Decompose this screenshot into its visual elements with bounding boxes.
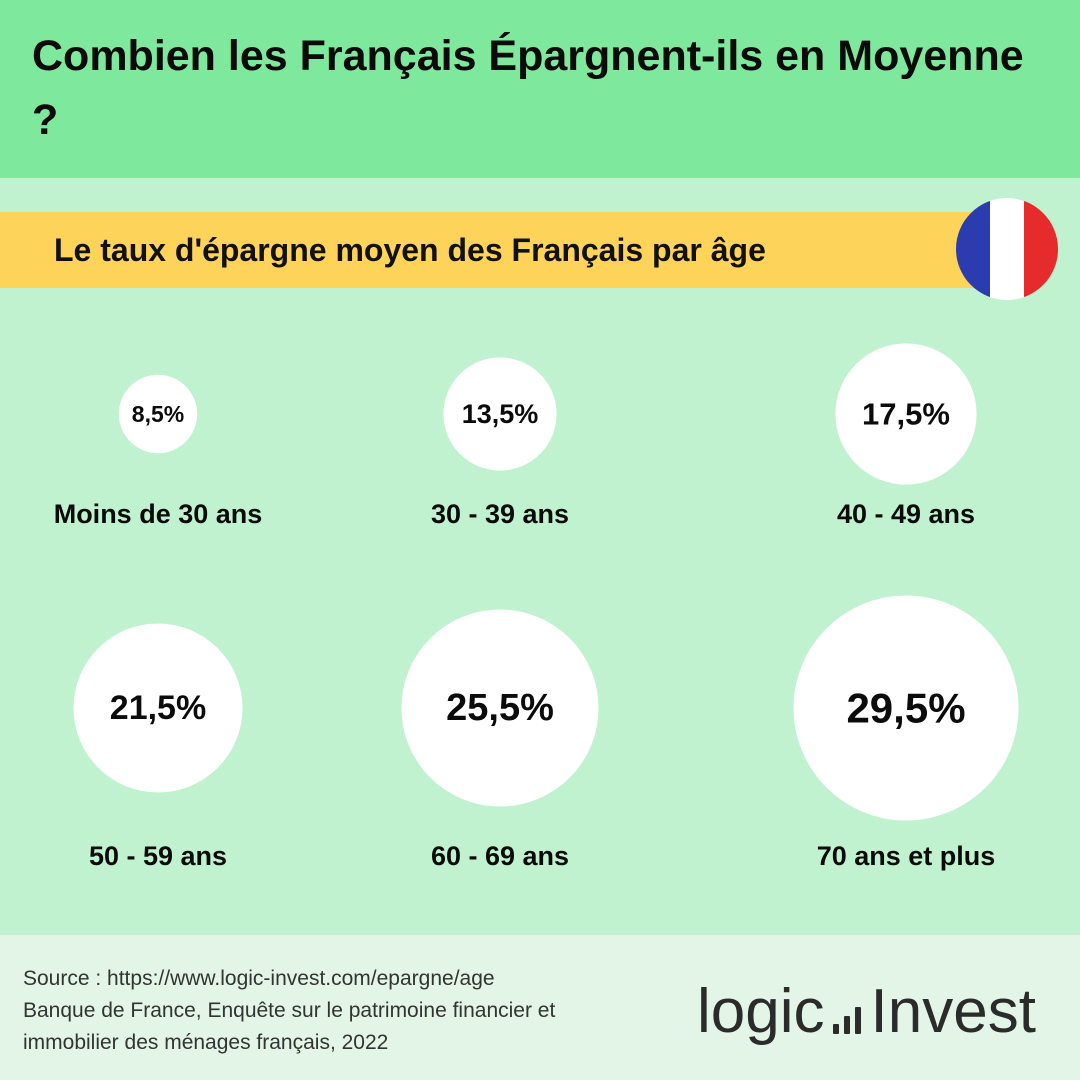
source-note: Source : https://www.logic-invest.com/ep… (23, 963, 683, 1059)
savings-bubble-chart: 8,5% Moins de 30 ans 13,5% 30 - 39 ans 17,5%… (54, 343, 1019, 871)
logo-word-invest: Invest (870, 977, 1036, 1046)
source-line: Banque de France, Enquête sur le patrimo… (23, 999, 556, 1022)
category-label-0: Moins de 30 ans (54, 499, 263, 529)
value-label-3: 21,5% (110, 689, 206, 727)
value-label-0: 8,5% (132, 401, 184, 427)
bubble-5 (793, 595, 1019, 821)
category-label-2: 40 - 49 ans (837, 499, 975, 529)
chart-subtitle: Le taux d'épargne moyen des Français par… (54, 232, 766, 268)
french-flag-icon (956, 198, 1058, 300)
category-label-1: 30 - 39 ans (431, 499, 569, 529)
flag-band-red (1024, 198, 1058, 300)
logic-invest-logo: logic Invest (697, 973, 1036, 1043)
value-label-2: 17,5% (862, 397, 950, 432)
bubble-2 (835, 343, 977, 485)
flag-band-white (990, 198, 1024, 300)
bubble-3 (73, 623, 243, 793)
category-label-3: 50 - 59 ans (89, 841, 227, 871)
value-label-4: 25,5% (446, 687, 554, 729)
subtitle-banner: Le taux d'épargne moyen des Français par… (0, 212, 1000, 288)
value-label-5: 29,5% (846, 685, 965, 732)
logo-bars-icon (832, 1007, 861, 1034)
bubble-4 (401, 609, 599, 807)
header: Combien les Français Épargnent-ils en Mo… (0, 0, 1080, 178)
bubble-0 (118, 374, 198, 454)
value-label-1: 13,5% (462, 399, 539, 429)
source-line: Source : https://www.logic-invest.com/ep… (23, 967, 495, 990)
category-label-4: 60 - 69 ans (431, 841, 569, 871)
source-line: immobilier des ménages français, 2022 (23, 1031, 389, 1054)
category-label-5: 70 ans et plus (817, 841, 996, 871)
bubble-1 (443, 357, 557, 471)
logo-word-logic: logic (697, 977, 825, 1046)
page-title: Combien les Français Épargnent-ils en Mo… (32, 32, 1024, 144)
footer: Source : https://www.logic-invest.com/ep… (0, 935, 1080, 1080)
